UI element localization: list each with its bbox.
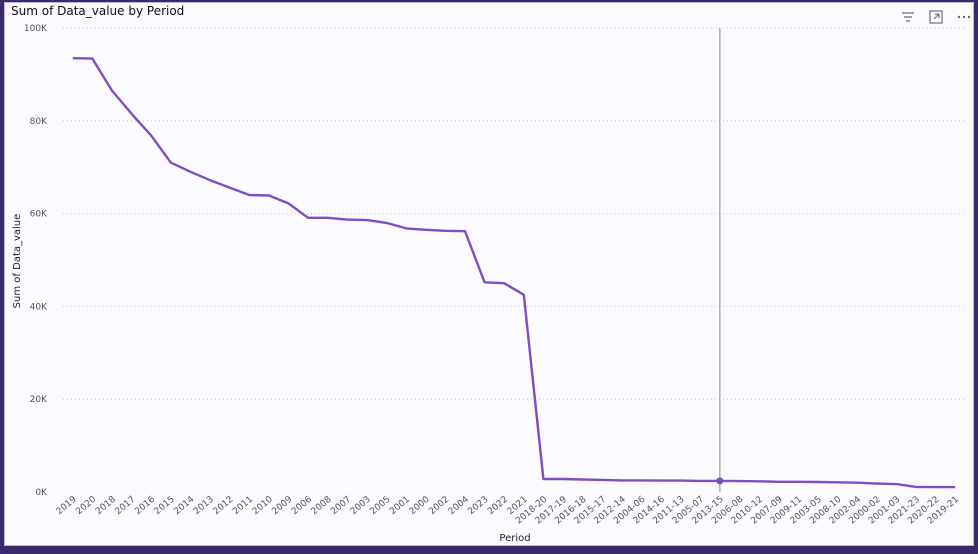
x-tick-label: 2009 bbox=[270, 494, 294, 517]
visual-container[interactable]: 0K 20K 40K 60K 80K 100K 2019 2020 2018 2017 2016 2… bbox=[4, 2, 974, 546]
y-tick-label: 40K bbox=[30, 302, 48, 312]
x-axis-ticks: 2019202020182017201620152014201320122011… bbox=[55, 494, 961, 526]
y-axis-title: Sum of Data_value bbox=[12, 214, 23, 309]
y-tick-label: 0K bbox=[35, 488, 48, 498]
x-axis-title: Period bbox=[499, 533, 530, 544]
y-tick-label: 80K bbox=[30, 117, 48, 127]
x-tick-label: 2002 bbox=[427, 495, 451, 517]
x-tick-label: 2012 bbox=[212, 495, 236, 517]
x-tick-label: 2020 bbox=[74, 494, 98, 517]
x-tick-label: 2017 bbox=[114, 495, 138, 517]
hover-data-point[interactable] bbox=[716, 477, 724, 485]
x-tick-label: 2008 bbox=[310, 494, 334, 517]
x-tick-label: 2004 bbox=[447, 494, 471, 517]
x-tick-label: 2022 bbox=[486, 495, 510, 517]
x-tick-label: 2007 bbox=[329, 495, 353, 517]
x-tick-label: 2013 bbox=[192, 495, 216, 517]
x-tick-label: 2023 bbox=[467, 495, 491, 517]
y-axis-ticks: 0K 20K 40K 60K 80K 100K bbox=[24, 24, 48, 498]
x-tick-label: 2000 bbox=[408, 494, 432, 517]
x-tick-label: 2005 bbox=[368, 495, 392, 517]
gridlines bbox=[63, 27, 965, 400]
x-tick-label: 2011 bbox=[231, 495, 255, 517]
x-tick-label: 2015 bbox=[153, 495, 177, 517]
x-tick-label: 2006 bbox=[290, 494, 314, 517]
x-tick-label: 2001 bbox=[388, 495, 412, 517]
focus-mode-icon[interactable] bbox=[927, 9, 945, 25]
x-tick-label: 2003 bbox=[349, 495, 373, 517]
y-tick-label: 100K bbox=[24, 24, 48, 34]
x-tick-label: 2018 bbox=[94, 494, 118, 517]
x-tick-label: 2014 bbox=[172, 494, 196, 517]
more-options-icon[interactable] bbox=[955, 9, 973, 25]
x-tick-label: 2019 bbox=[55, 494, 79, 517]
filter-icon[interactable] bbox=[899, 9, 917, 25]
x-tick-label: 2016 bbox=[133, 494, 157, 517]
y-tick-label: 20K bbox=[30, 395, 48, 405]
x-tick-label: 2010 bbox=[251, 494, 275, 517]
chart-title: Sum of Data_value by Period bbox=[11, 4, 185, 18]
series-line-data-value[interactable] bbox=[72, 57, 956, 489]
y-tick-label: 60K bbox=[30, 210, 48, 220]
